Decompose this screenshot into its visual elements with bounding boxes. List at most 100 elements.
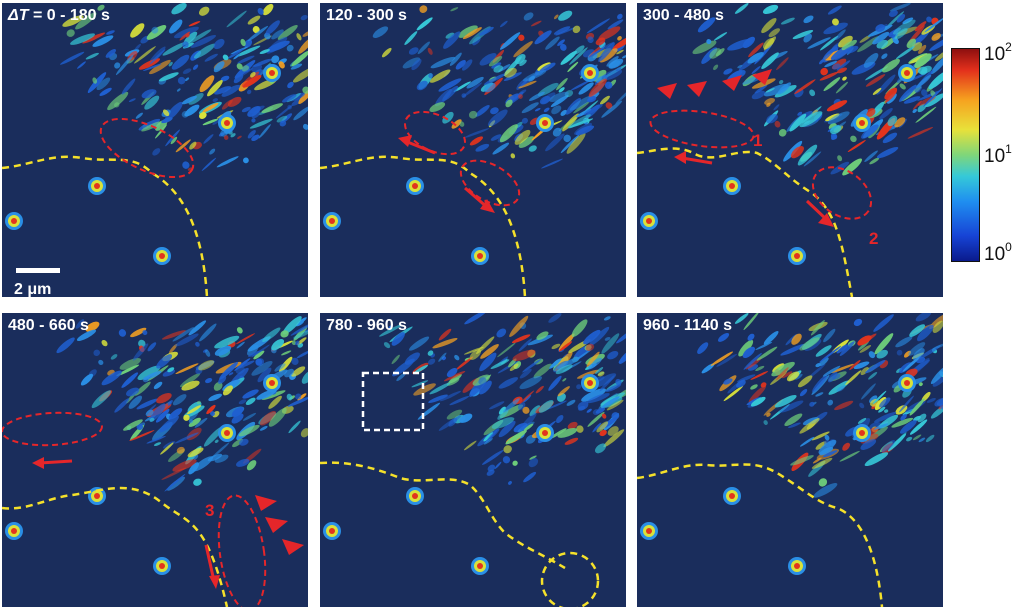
fluorescence-speck <box>586 393 610 404</box>
fluorescence-speck <box>499 124 518 143</box>
panel-time-label: 780 - 960 s <box>326 317 407 334</box>
motion-arrow <box>39 459 73 465</box>
fluorescence-speck <box>824 60 838 68</box>
fluorescence-speck <box>202 118 218 126</box>
fluorescence-speck <box>235 45 261 57</box>
fluorescence-speck <box>912 434 922 441</box>
fluorescence-speck <box>237 135 242 139</box>
fluorescence-speck <box>924 17 943 33</box>
arrowhead-icon <box>398 135 412 147</box>
fluorescence-speck <box>596 421 609 433</box>
fluorescence-speck <box>865 74 886 87</box>
fluorescence-speck <box>503 445 512 454</box>
fluorescence-speck <box>292 67 308 83</box>
fluorescence-speck <box>734 3 749 14</box>
fluorescence-speck <box>558 10 573 21</box>
fluorescence-speck <box>479 352 497 372</box>
fluorescence-speck <box>803 151 822 167</box>
fluorescence-speck <box>137 365 161 381</box>
fluorescence-speck <box>617 13 623 20</box>
fluorescence-speck <box>268 395 282 409</box>
fluorescence-speck <box>475 143 490 152</box>
fluorescence-speck <box>151 26 159 34</box>
fluorescence-speck <box>188 21 201 27</box>
fluorescence-speck <box>747 52 764 64</box>
fluorescence-speck <box>809 89 816 97</box>
fluorescence-speck <box>298 87 308 105</box>
fluorescence-speck <box>253 350 265 360</box>
fluorescence-speck <box>716 353 738 367</box>
fluorescence-speck <box>607 19 624 30</box>
fluorescence-speck <box>175 363 199 375</box>
fluorescence-speck <box>175 139 191 153</box>
fluorescence-speck <box>429 382 451 395</box>
fluorescence-image <box>320 313 626 607</box>
fluorescent-punctum <box>859 430 865 436</box>
fluorescence-speck <box>244 39 253 48</box>
fluorescence-speck <box>518 338 532 352</box>
fluorescence-speck <box>562 113 579 132</box>
fluorescence-speck <box>218 375 227 384</box>
fluorescence-speck <box>616 329 626 344</box>
fluorescence-speck <box>882 132 898 144</box>
fluorescence-speck <box>601 413 607 419</box>
fluorescence-speck <box>518 34 525 41</box>
fluorescence-speck <box>66 29 75 37</box>
fluorescent-punctum <box>587 70 593 76</box>
fluorescence-speck <box>196 400 201 405</box>
fluorescence-speck <box>933 342 943 349</box>
fluorescence-speck <box>879 397 891 408</box>
fluorescence-speck <box>560 43 567 51</box>
fluorescence-speck <box>499 32 521 50</box>
fluorescence-speck <box>918 382 923 387</box>
fluorescence-speck <box>509 315 529 338</box>
fluorescence-speck <box>521 117 529 124</box>
fluorescence-speck <box>802 417 819 426</box>
fluorescence-speck <box>599 48 618 63</box>
fluorescence-speck <box>228 372 234 376</box>
fluorescence-speck <box>518 80 537 89</box>
fluorescence-image <box>637 3 943 297</box>
fluorescence-speck <box>119 358 141 370</box>
fluorescence-speck <box>246 460 257 471</box>
fluorescence-speck <box>439 390 462 402</box>
fluorescence-speck <box>886 93 897 104</box>
fluorescence-speck <box>106 30 115 35</box>
fluorescence-speck <box>498 377 519 389</box>
fluorescent-punctum <box>904 70 910 76</box>
fluorescence-speck <box>813 483 838 498</box>
fluorescence-speck <box>182 68 192 74</box>
fluorescence-speck <box>566 399 576 406</box>
fluorescence-speck <box>168 61 173 67</box>
fluorescence-speck <box>491 417 515 429</box>
fluorescence-speck <box>449 52 462 66</box>
fluorescence-speck <box>446 367 458 378</box>
fluorescence-speck <box>723 68 733 75</box>
fluorescence-speck <box>747 333 755 341</box>
fluorescence-speck <box>427 358 436 365</box>
fluorescence-speck <box>483 432 494 442</box>
fluorescence-speck <box>221 84 241 97</box>
fluorescence-speck <box>831 363 854 373</box>
fluorescence-speck <box>786 371 800 382</box>
fluorescence-speck <box>812 374 828 393</box>
fluorescence-speck <box>552 127 562 137</box>
fluorescence-speck <box>161 330 186 340</box>
fluorescence-speck <box>302 30 308 37</box>
fluorescence-speck <box>92 35 114 47</box>
fluorescence-speck <box>490 107 499 115</box>
fluorescence-speck <box>302 123 308 130</box>
fluorescence-speck <box>510 153 516 159</box>
fluorescent-punctum <box>11 218 17 224</box>
fluorescence-speck <box>110 354 118 360</box>
fluorescence-speck <box>190 34 217 48</box>
panel-time-label: 960 - 1140 s <box>643 317 732 334</box>
fluorescence-speck <box>558 333 575 351</box>
fluorescence-speck <box>136 398 158 410</box>
fluorescence-speck <box>776 57 789 71</box>
fluorescence-speck <box>819 357 829 367</box>
cell-boundary-line <box>320 155 527 297</box>
fluorescence-speck <box>62 15 84 27</box>
fluorescence-speck <box>849 359 861 371</box>
fluorescence-speck <box>794 79 816 95</box>
